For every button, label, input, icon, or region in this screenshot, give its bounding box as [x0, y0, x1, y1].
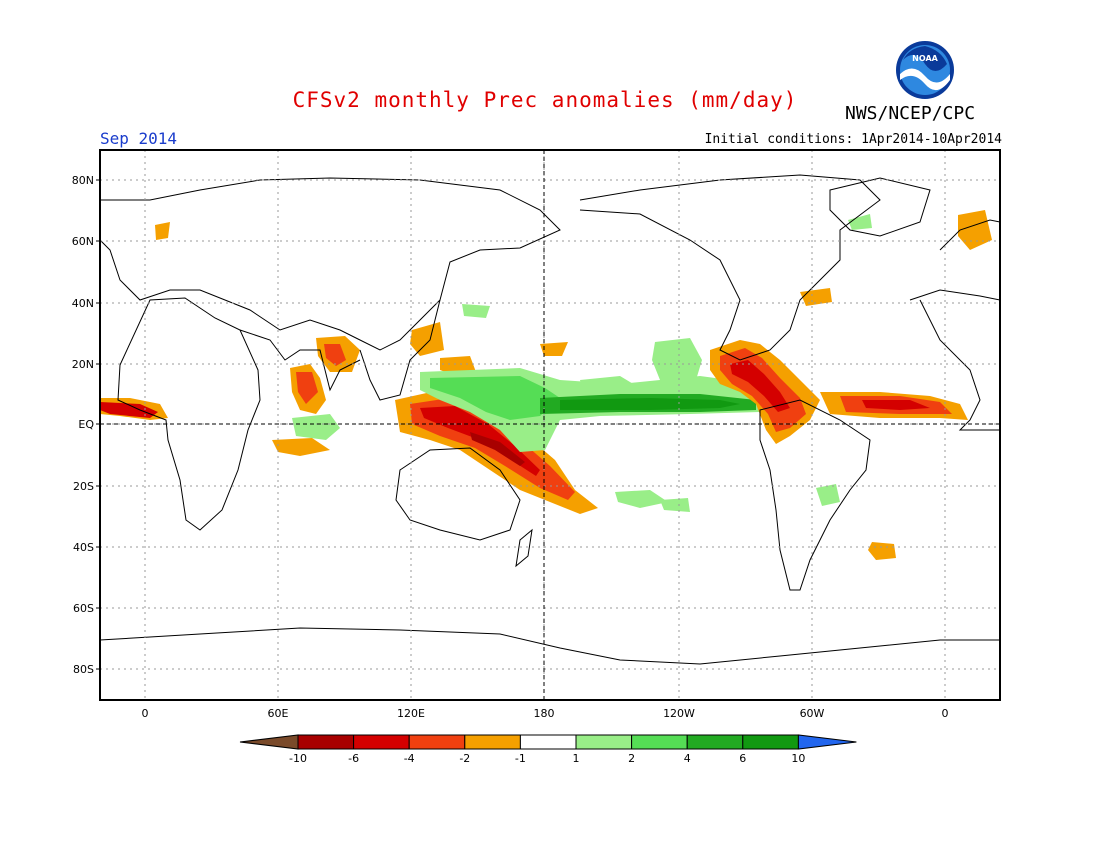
lon-tick-label: 60E	[268, 707, 289, 720]
colorbar-swatch	[686, 734, 744, 750]
colorbar-swatch	[353, 734, 410, 750]
colorbar-label: -1	[515, 752, 526, 765]
colorbar-label: -10	[289, 752, 307, 765]
lon-tick-label: 120E	[397, 707, 425, 720]
lon-tick-label: 0	[142, 707, 149, 720]
colorbar-swatch	[464, 734, 521, 750]
colorbar-swatch	[239, 734, 299, 750]
colorbar-swatch	[631, 734, 688, 750]
lat-tick-label: 60N	[72, 235, 94, 248]
initial-conditions: Initial conditions: 1Apr2014-10Apr2014	[704, 132, 1002, 147]
lat-axis: 80N 60N 40N 20N EQ 20S 40S 60S 80S	[72, 174, 100, 676]
noaa-logo: NOAA	[895, 40, 955, 100]
lat-tick-label: 40S	[73, 541, 94, 554]
map-title: CFSv2 monthly Prec anomalies (mm/day)	[292, 88, 798, 112]
colorbar-swatch	[575, 734, 633, 750]
colorbar-label: -6	[348, 752, 359, 765]
lat-tick-label: 40N	[72, 297, 94, 310]
colorbar-label: 1	[573, 752, 580, 765]
lon-tick-label: 120W	[663, 707, 695, 720]
lat-tick-label: 20S	[73, 480, 94, 493]
lon-tick-label: 60W	[800, 707, 825, 720]
lat-tick-label: 80N	[72, 174, 94, 187]
colorbar-label: -4	[404, 752, 415, 765]
agency-label: NWS/NCEP/CPC	[845, 103, 976, 124]
colorbar: -10 -6 -4 -2 -1 1 2 4 6 10	[239, 734, 857, 765]
colorbar-swatch	[519, 734, 577, 750]
anomaly-shading	[100, 210, 992, 560]
colorbar-swatch	[797, 734, 857, 750]
lat-tick-label: 60S	[73, 602, 94, 615]
lon-tick-label: 180	[534, 707, 555, 720]
colorbar-label: -2	[459, 752, 470, 765]
colorbar-label: 6	[739, 752, 746, 765]
map-frame	[99, 149, 1001, 701]
colorbar-swatch	[408, 734, 466, 750]
logo-text: NOAA	[912, 54, 938, 63]
lat-tick-label: EQ	[78, 418, 94, 431]
colorbar-label: 4	[684, 752, 691, 765]
coastlines	[100, 174, 1000, 665]
colorbar-label: 10	[791, 752, 805, 765]
colorbar-swatch	[742, 734, 799, 750]
lat-tick-label: 80S	[73, 663, 94, 676]
colorbar-label: 2	[628, 752, 635, 765]
colorbar-swatch	[297, 734, 355, 750]
lon-axis: 0 60E 120E 180 120W 60W 0	[142, 707, 949, 720]
period-label: Sep 2014	[100, 129, 178, 148]
lat-tick-label: 20N	[72, 358, 94, 371]
lon-tick-label: 0	[942, 707, 949, 720]
